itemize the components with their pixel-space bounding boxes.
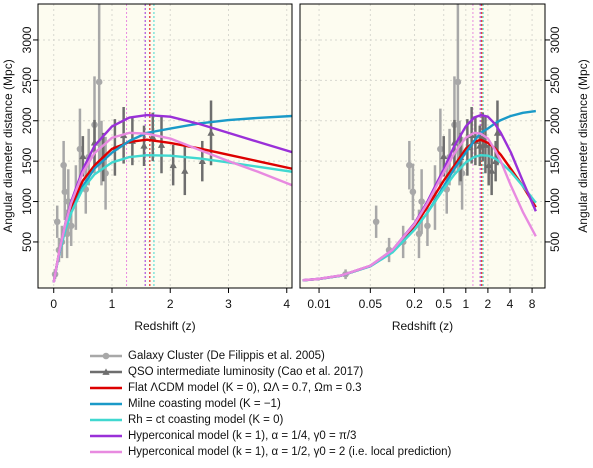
x-axis-label: Redshift (z) bbox=[134, 319, 195, 333]
data-point bbox=[198, 157, 206, 165]
x-tick-label: 0.01 bbox=[307, 297, 331, 311]
plot-area bbox=[38, 4, 292, 288]
plot-content bbox=[300, 4, 545, 288]
x-tick-label: 2 bbox=[485, 297, 492, 311]
x-tick-label: 4 bbox=[283, 297, 290, 311]
y-tick-label: 500 bbox=[20, 232, 34, 252]
y-tick-label: 1500 bbox=[548, 147, 562, 174]
y-axis-label: Angular diameter distance (Mpc) bbox=[576, 59, 590, 232]
y-tick-label: 500 bbox=[548, 232, 562, 252]
y-tick-label: 2500 bbox=[20, 67, 34, 94]
legend-label: Milne coasting model (K = −1) bbox=[128, 398, 281, 410]
y-tick-label: 2000 bbox=[548, 107, 562, 134]
y-tick-label: 2000 bbox=[20, 107, 34, 134]
x-tick-label: 0 bbox=[50, 297, 57, 311]
plot-area bbox=[300, 4, 545, 288]
plot-content bbox=[38, 4, 292, 288]
data-point bbox=[481, 141, 490, 148]
legend-label: QSO intermediate luminosity (Cao et al. … bbox=[128, 366, 363, 378]
data-point bbox=[493, 129, 502, 136]
data-point bbox=[181, 167, 189, 174]
data-point bbox=[149, 133, 157, 140]
legend-label: Hyperconical model (k = 1), α = 1/2, γ0 … bbox=[128, 446, 452, 458]
data-point bbox=[372, 218, 380, 226]
plot-frame bbox=[37, 3, 293, 289]
data-point bbox=[406, 161, 413, 169]
x-tick-label: 0.05 bbox=[359, 297, 383, 311]
x-tick-label: 4 bbox=[507, 297, 514, 311]
data-point bbox=[53, 218, 61, 226]
data-point bbox=[169, 161, 177, 169]
x-tick-label: 1 bbox=[109, 297, 116, 311]
y-tick-label: 2500 bbox=[548, 67, 562, 94]
x-tick-label: 0.5 bbox=[435, 297, 452, 311]
data-point bbox=[61, 188, 69, 196]
y-tick-label: 3000 bbox=[548, 26, 562, 53]
y-tick-label: 3000 bbox=[20, 26, 34, 53]
data-point bbox=[67, 222, 75, 230]
data-point bbox=[454, 78, 462, 86]
data-point bbox=[95, 78, 103, 86]
model-curve bbox=[52, 131, 292, 283]
legend-label: Rh = ct coasting model (K = 0) bbox=[128, 414, 283, 426]
x-tick-label: 8 bbox=[529, 297, 536, 311]
legend-label: Galaxy Cluster (De Filippis et al. 2005) bbox=[128, 350, 325, 362]
y-tick-label: 1000 bbox=[548, 188, 562, 215]
plot-frame bbox=[299, 3, 546, 289]
data-point bbox=[437, 145, 444, 153]
legend-label: Flat ΛCDM model (K = 0), ΩΛ = 0.7, Ωm = … bbox=[128, 382, 362, 394]
data-point bbox=[207, 129, 215, 136]
data-point bbox=[140, 142, 148, 149]
data-point bbox=[157, 141, 166, 148]
data-point bbox=[488, 167, 496, 174]
y-tick-label: 1000 bbox=[20, 188, 34, 215]
x-tick-label: 3 bbox=[225, 297, 232, 311]
legend-marker bbox=[102, 352, 110, 360]
x-tick-label: 2 bbox=[167, 297, 174, 311]
x-tick-label: 0.2 bbox=[406, 297, 423, 311]
y-tick-label: 1500 bbox=[20, 147, 34, 174]
x-tick-label: 1 bbox=[462, 297, 469, 311]
data-point bbox=[418, 198, 425, 205]
data-point bbox=[76, 145, 84, 153]
data-point bbox=[409, 188, 417, 196]
legend-marker bbox=[102, 368, 110, 375]
model-curve bbox=[302, 131, 537, 282]
data-point bbox=[440, 152, 448, 160]
data-point bbox=[79, 152, 87, 160]
y-axis-label: Angular diameter distance (Mpc) bbox=[1, 59, 15, 232]
legend-label: Hyperconical model (k = 1), α = 1/4, γ0 … bbox=[128, 430, 356, 442]
data-point bbox=[424, 222, 431, 230]
x-axis-label: Redshift (z) bbox=[392, 319, 453, 333]
